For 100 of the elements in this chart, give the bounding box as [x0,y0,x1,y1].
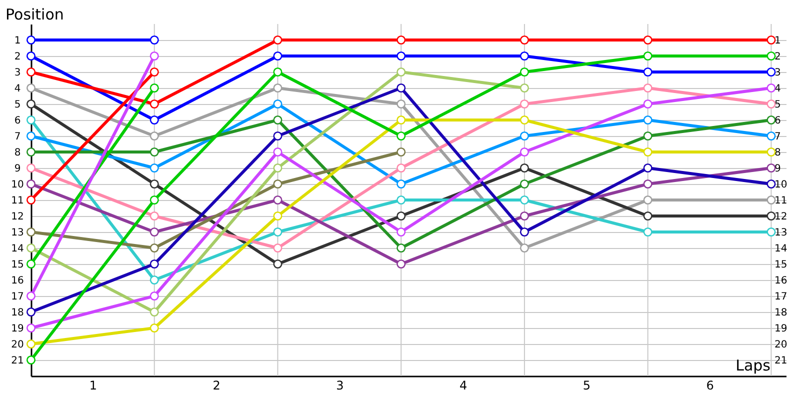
point [273,195,282,205]
y-tick-label: 12 [11,212,24,222]
point [273,243,282,253]
y2-tick-label: 7 [774,132,781,142]
y-tick-label: 19 [11,324,24,334]
y-tick-label: 13 [11,228,24,238]
point [26,51,36,61]
point [396,51,406,61]
point [150,51,159,61]
point [273,211,282,221]
point [766,147,776,157]
point [766,83,776,93]
point [643,227,652,237]
point [150,131,159,141]
point [643,211,652,221]
point [520,83,529,93]
point [150,195,159,205]
y2-tick-label: 10 [774,180,788,190]
point [396,115,406,125]
point [150,115,159,125]
point [26,83,36,93]
point [766,99,776,109]
point [396,99,406,109]
point [520,35,529,45]
y-tick-label: 6 [14,116,21,126]
x-tick-label: 1 [89,378,98,392]
point [273,227,282,237]
point [396,163,406,173]
y-tick-label: 3 [14,68,21,78]
point [766,227,776,237]
point [643,163,652,173]
point [150,147,159,157]
point [520,99,529,109]
point [26,307,36,317]
y2-tick-label: 8 [774,148,781,158]
x-tick-label: 5 [582,378,590,392]
y2-tick-label: 5 [774,100,781,110]
point [520,147,529,157]
point [396,211,406,221]
y-tick-label: 17 [11,292,24,302]
point [273,83,282,93]
x-tick-label: 3 [336,378,344,392]
y-tick-label: 1 [14,36,21,46]
point [643,147,652,157]
y2-tick-label: 6 [774,116,781,126]
y2-tick-label: 20 [774,340,788,350]
point [26,67,36,77]
point [766,67,776,77]
point [396,227,406,237]
point [26,259,36,269]
point [643,83,652,93]
point [26,355,36,365]
y2-tick-label: 14 [774,244,788,254]
point [150,243,159,253]
y-tick-label: 7 [14,132,21,142]
point [643,51,652,61]
point [273,67,282,77]
point [766,35,776,45]
point [520,115,529,125]
point [520,211,529,221]
point [150,275,159,285]
point [520,131,529,141]
point [26,147,36,157]
point [520,67,529,77]
point [150,307,159,317]
point [150,211,159,221]
x-axis-title: Laps [736,356,771,374]
point [150,227,159,237]
y-tick-label: 21 [11,356,24,366]
point [766,131,776,141]
point [273,163,282,173]
point [520,195,529,205]
y2-tick-label: 9 [774,164,781,174]
y-tick-label: 9 [14,164,21,174]
point [26,227,36,237]
point [766,51,776,61]
point [273,131,282,141]
point [150,259,159,269]
y-tick-label: 5 [14,100,21,110]
point [150,99,159,109]
point [766,163,776,173]
point [766,115,776,125]
point [643,131,652,141]
y2-tick-label: 12 [774,212,788,222]
point [520,51,529,61]
y2-tick-label: 3 [774,68,781,78]
point [396,83,406,93]
point [150,35,159,45]
y-tick-label: 8 [14,148,21,158]
point [766,195,776,205]
point [643,99,652,109]
point [150,67,159,77]
point [396,67,406,77]
y-axis-title: Position [6,6,64,24]
y-tick-label: 2 [14,52,21,62]
point [396,147,406,157]
y2-tick-label: 19 [774,324,788,334]
point [26,291,36,301]
point [273,51,282,61]
point [396,259,406,269]
